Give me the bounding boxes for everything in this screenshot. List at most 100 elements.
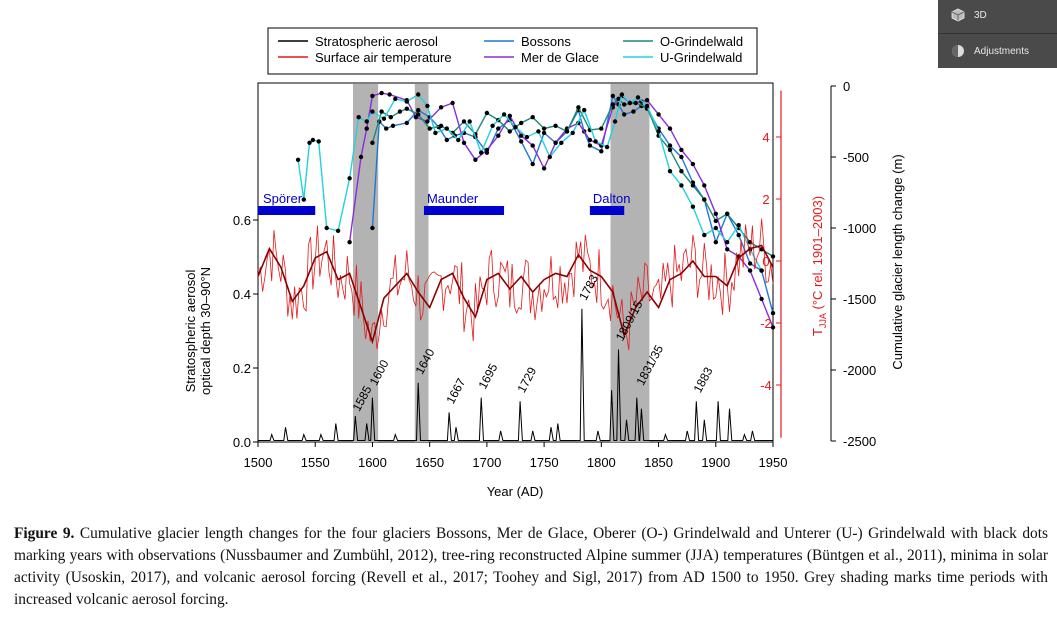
- solar-minima-group: Spörer Maunder Dalton: [258, 191, 630, 215]
- observation-dot: [356, 115, 361, 120]
- observation-dot: [484, 147, 490, 153]
- aerosol-series-group: [257, 308, 774, 442]
- observation-dot: [622, 112, 627, 117]
- observation-dot: [507, 129, 512, 134]
- observation-dot: [404, 99, 409, 104]
- observation-dot: [725, 211, 730, 216]
- temp-axis-title-sub: JJA: [818, 313, 828, 328]
- observation-dot: [479, 150, 484, 155]
- observation-dot: [736, 223, 741, 228]
- observation-dot: [631, 109, 636, 114]
- observation-dot: [541, 130, 547, 136]
- glacier-tick-label--500: -500: [843, 150, 869, 165]
- observation-dot: [770, 254, 776, 259]
- observation-dot: [725, 240, 730, 245]
- glacier-tick-label-0: 0: [843, 79, 850, 94]
- volcanic-shading-group: [352, 84, 650, 442]
- right-axis-title: Cumulative glacier length change (m): [890, 154, 905, 369]
- observation-dot: [619, 92, 625, 97]
- observation-dot: [582, 107, 587, 113]
- observation-dot: [536, 129, 541, 134]
- glacier-tick-label--2500: -2500: [843, 434, 876, 449]
- observation-dot: [576, 105, 581, 110]
- observation-dot: [633, 100, 638, 106]
- observation-dot: [324, 225, 329, 231]
- observation-dot: [610, 93, 615, 99]
- observation-dot: [530, 143, 535, 148]
- observation-dot: [316, 139, 321, 144]
- observation-dot: [553, 123, 558, 128]
- observation-dot: [622, 102, 627, 107]
- observation-dot: [519, 133, 524, 138]
- observation-dot: [347, 240, 352, 245]
- observation-dot: [473, 157, 478, 162]
- panel-item-adjustments[interactable]: Adjustments: [938, 36, 1057, 66]
- aerosol-tick-label-0.2: 0.2: [233, 361, 251, 376]
- observation-dot: [416, 112, 421, 117]
- temperature-tick-label-0: 0: [762, 254, 769, 269]
- observation-dot: [496, 133, 501, 138]
- temperature-smoothed-line: [257, 244, 774, 345]
- observation-dot: [310, 137, 316, 143]
- right-axis-title-text: Cumulative glacier length change (m): [890, 154, 905, 369]
- observation-dot: [679, 169, 684, 174]
- glacier-series-group: [295, 90, 776, 330]
- observation-dot: [587, 137, 593, 143]
- observation-dot: [599, 126, 604, 131]
- observation-dot: [770, 325, 776, 330]
- observation-dot: [416, 92, 421, 97]
- observation-dot: [364, 119, 369, 124]
- observation-dot: [381, 116, 387, 121]
- observation-dot: [384, 126, 389, 131]
- panel-item-3d-label: 3D: [974, 9, 987, 21]
- legend-label-1: Surface air temperature: [315, 50, 452, 65]
- observation-dot: [530, 115, 535, 120]
- x-axis-title: Year (AD): [487, 484, 544, 499]
- x-tick-label-1750: 1750: [530, 455, 559, 470]
- temp-axis-title: TJJA (°C rel. 1901–2003): [810, 196, 828, 336]
- x-tick-label-1950: 1950: [759, 455, 788, 470]
- panel-item-3d[interactable]: 3D: [938, 0, 1057, 30]
- observation-dot: [370, 225, 375, 231]
- glacier-tick-label--2000: -2000: [843, 363, 876, 378]
- observation-dot: [501, 112, 507, 117]
- observation-dot: [364, 126, 369, 131]
- adjustments-panel: 3D Adjustments: [938, 0, 1057, 68]
- figure-caption: Figure 9. Cumulative glacier length chan…: [14, 523, 1048, 611]
- observation-dot: [370, 109, 375, 114]
- observation-dot: [702, 183, 707, 188]
- observation-dot: [404, 106, 409, 111]
- observation-dot: [644, 103, 650, 109]
- observation-dot: [702, 232, 707, 238]
- observation-dot: [390, 123, 396, 128]
- legend-label-2: Bossons: [521, 34, 571, 49]
- observation-dot: [444, 137, 449, 143]
- observation-dot: [358, 154, 364, 160]
- observation-dot: [379, 90, 384, 96]
- x-tick-label-1650: 1650: [415, 455, 444, 470]
- adjustments-icon: [950, 43, 966, 59]
- panel-item-adjustments-label: Adjustments: [974, 45, 1030, 57]
- glacier-tick-label--1500: -1500: [843, 292, 876, 307]
- observation-dot: [702, 197, 707, 202]
- observation-dot: [387, 92, 392, 97]
- volcanic-shading-2: [610, 84, 650, 442]
- observation-dot: [393, 96, 398, 102]
- observation-dot: [667, 147, 673, 153]
- cube-icon: [950, 7, 966, 23]
- legend-label-4: O-Grindelwald: [660, 34, 743, 49]
- observation-dot: [295, 157, 301, 162]
- x-tick-label-1550: 1550: [301, 455, 330, 470]
- temp-axis-title-suffix: (°C rel. 1901–2003): [810, 196, 825, 313]
- observation-dot: [388, 115, 393, 120]
- x-tick-label-1600: 1600: [358, 455, 387, 470]
- observation-dot: [524, 134, 530, 140]
- observation-dot: [547, 154, 552, 160]
- temperature-series-group: [257, 218, 774, 351]
- observation-dot: [690, 204, 696, 209]
- observation-dot: [667, 143, 673, 148]
- observation-dot: [559, 140, 564, 145]
- temperature-tick-label--4: -4: [760, 378, 772, 393]
- temperature-tick-label-4: 4: [762, 130, 769, 145]
